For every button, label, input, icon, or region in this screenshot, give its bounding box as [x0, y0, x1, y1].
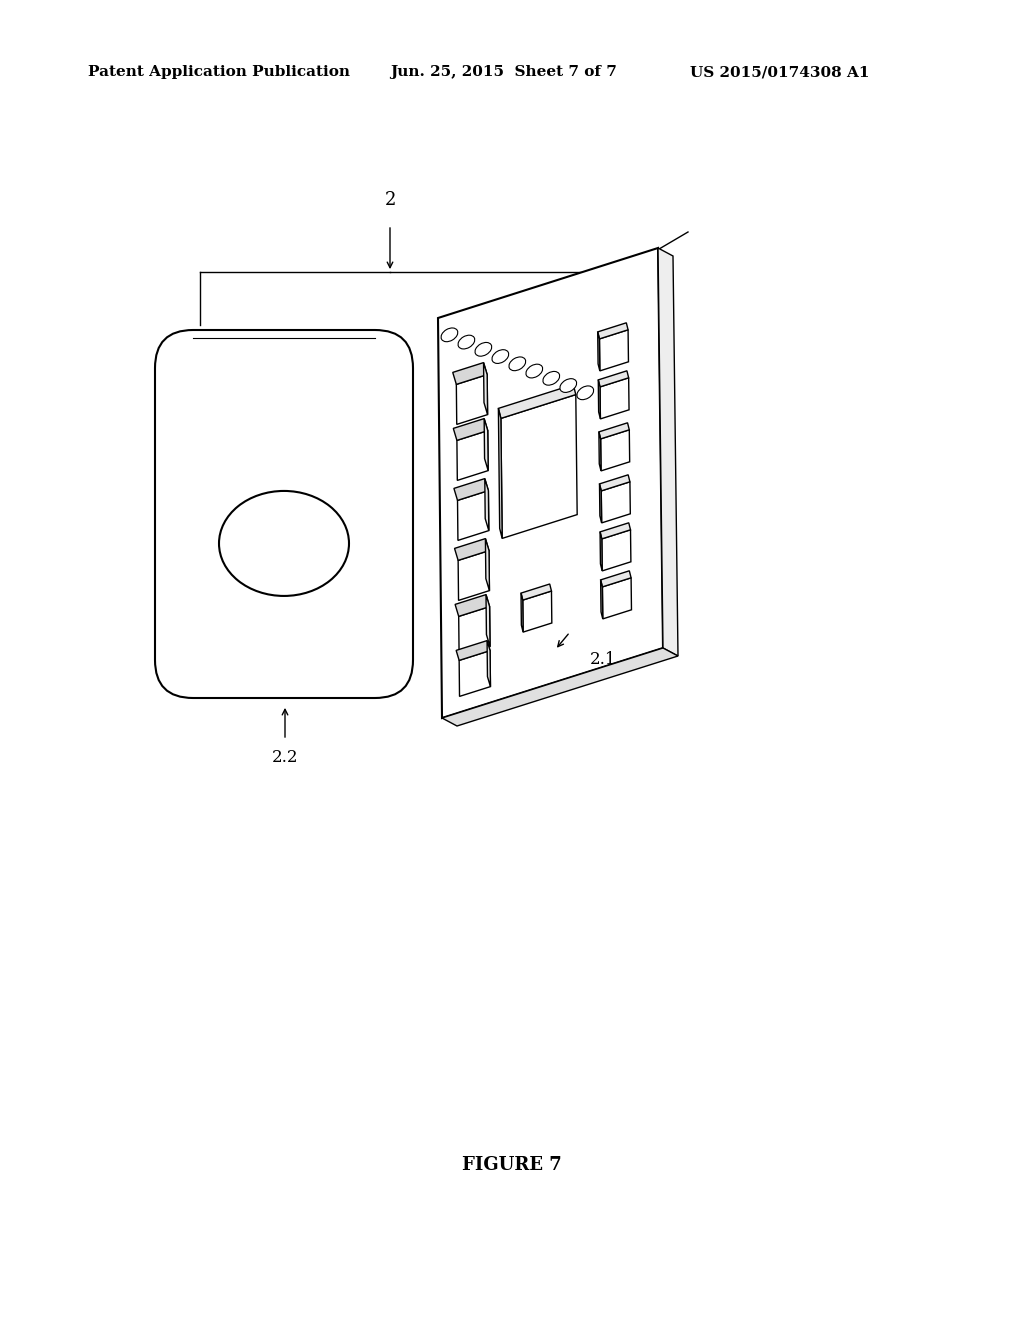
Polygon shape: [601, 579, 603, 619]
Polygon shape: [598, 331, 600, 371]
Ellipse shape: [509, 356, 525, 371]
Polygon shape: [459, 607, 490, 656]
Ellipse shape: [458, 335, 475, 348]
Polygon shape: [499, 384, 575, 418]
Polygon shape: [484, 418, 488, 471]
Ellipse shape: [441, 327, 458, 342]
Ellipse shape: [543, 371, 560, 385]
Polygon shape: [438, 248, 663, 718]
Ellipse shape: [560, 379, 577, 392]
Polygon shape: [485, 539, 489, 590]
Polygon shape: [484, 479, 488, 531]
Polygon shape: [521, 583, 552, 601]
Text: 2.1: 2.1: [590, 652, 616, 668]
Ellipse shape: [577, 385, 594, 400]
Polygon shape: [458, 550, 489, 601]
Polygon shape: [599, 484, 602, 523]
Ellipse shape: [492, 350, 509, 363]
Polygon shape: [601, 570, 631, 587]
Polygon shape: [523, 591, 552, 632]
Polygon shape: [454, 418, 487, 441]
Polygon shape: [598, 371, 629, 387]
Text: Patent Application Publication: Patent Application Publication: [88, 65, 350, 79]
Polygon shape: [600, 532, 602, 570]
Polygon shape: [454, 479, 488, 500]
Polygon shape: [487, 640, 490, 686]
Polygon shape: [455, 539, 489, 561]
Polygon shape: [598, 323, 628, 339]
Polygon shape: [599, 432, 601, 471]
Text: Jun. 25, 2015  Sheet 7 of 7: Jun. 25, 2015 Sheet 7 of 7: [390, 65, 616, 79]
Polygon shape: [598, 380, 600, 418]
Polygon shape: [455, 594, 489, 616]
Polygon shape: [456, 640, 490, 660]
Polygon shape: [458, 491, 488, 540]
Text: 2: 2: [384, 191, 395, 209]
Polygon shape: [602, 578, 632, 619]
Polygon shape: [602, 529, 631, 570]
Polygon shape: [600, 523, 631, 539]
Polygon shape: [486, 594, 490, 647]
Polygon shape: [601, 482, 631, 523]
Polygon shape: [501, 395, 578, 539]
Polygon shape: [601, 430, 630, 471]
Polygon shape: [599, 475, 630, 491]
Polygon shape: [521, 593, 523, 632]
Ellipse shape: [219, 491, 349, 595]
Polygon shape: [599, 422, 630, 438]
Text: 2.2: 2.2: [271, 750, 298, 767]
Polygon shape: [499, 408, 502, 539]
Polygon shape: [457, 430, 488, 480]
Polygon shape: [453, 363, 487, 384]
Polygon shape: [459, 651, 490, 697]
Text: FIGURE 7: FIGURE 7: [462, 1156, 562, 1173]
Polygon shape: [442, 648, 678, 726]
Ellipse shape: [526, 364, 543, 378]
Polygon shape: [658, 248, 678, 656]
Ellipse shape: [475, 342, 492, 356]
FancyBboxPatch shape: [155, 330, 413, 698]
Polygon shape: [599, 330, 629, 371]
Polygon shape: [483, 363, 487, 414]
Polygon shape: [457, 375, 487, 425]
Polygon shape: [600, 378, 629, 418]
Text: US 2015/0174308 A1: US 2015/0174308 A1: [690, 65, 869, 79]
